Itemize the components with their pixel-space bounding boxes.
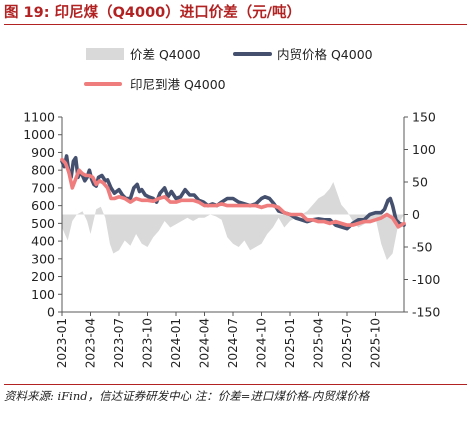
y-left-tick-label: 700 [31,180,55,195]
x-tick-label: 2023-10 [141,318,155,368]
y-left-tick-label: 800 [31,163,55,178]
x-tick-label: 2023-01 [55,318,69,368]
legend-label-indonesia: 印尼到港 Q4000 [130,77,226,92]
legend-label-domestic: 内贸价格 Q4000 [277,47,373,62]
x-tick-label: 2024-04 [198,318,212,368]
source-note: 资料来源: iFind，信达证券研发中心 注：价差=进口煤价格-内贸煤价格 [4,384,467,406]
y-right-tick-label: -150 [412,305,440,320]
series-indonesia-line [60,157,406,229]
y-right-tick-label: 150 [412,110,436,125]
y-right-tick-label: 50 [412,175,428,190]
legend: 价差 Q4000 内贸价格 Q4000 印尼到港 Q4000 [84,47,373,92]
y-left-tick-label: 0 [47,305,55,320]
y-left-tick-label: 300 [31,251,55,266]
legend-swatch-diff [86,48,124,60]
y-right-tick-label: -50 [412,240,432,255]
y-left-tick-label: 100 [31,287,55,302]
y-left-tick-label: 600 [31,198,55,213]
series-domestic-line [60,154,406,231]
y-left-tick-label: 200 [31,269,55,284]
x-tick-label: 2024-10 [255,318,269,368]
x-tick-label: 2024-07 [226,318,240,368]
plot-area: 010020030040050060070080090010001100-150… [23,110,440,369]
series-diff-area [62,182,404,260]
x-tick-label: 2025-07 [340,318,354,368]
y-right-tick-label: -100 [412,272,440,287]
x-tick-label: 2023-07 [112,318,126,368]
y-left-tick-label: 1000 [23,127,55,142]
x-tick-label: 2025-01 [283,318,297,368]
y-left-tick-label: 500 [31,216,55,231]
x-tick-label: 2025-04 [312,318,326,368]
chart: 价差 Q4000 内贸价格 Q4000 印尼到港 Q4000 0 100 200 30… [23,47,440,369]
y-left-tick-label: 1100 [23,110,55,125]
figure-title: 图 19: 印尼煤（Q4000）进口价差（元/吨） [4,2,467,25]
x-tick-label: 2024-01 [169,318,183,368]
y-left-tick-label: 900 [31,145,55,160]
y-right-tick-label: 0 [412,207,420,222]
y-left-tick-label: 400 [31,234,55,249]
y-right-tick-label: 100 [412,142,436,157]
x-tick-label: 2025-10 [369,318,383,368]
legend-label-diff: 价差 Q4000 [130,47,201,62]
x-tick-label: 2023-04 [84,318,98,368]
